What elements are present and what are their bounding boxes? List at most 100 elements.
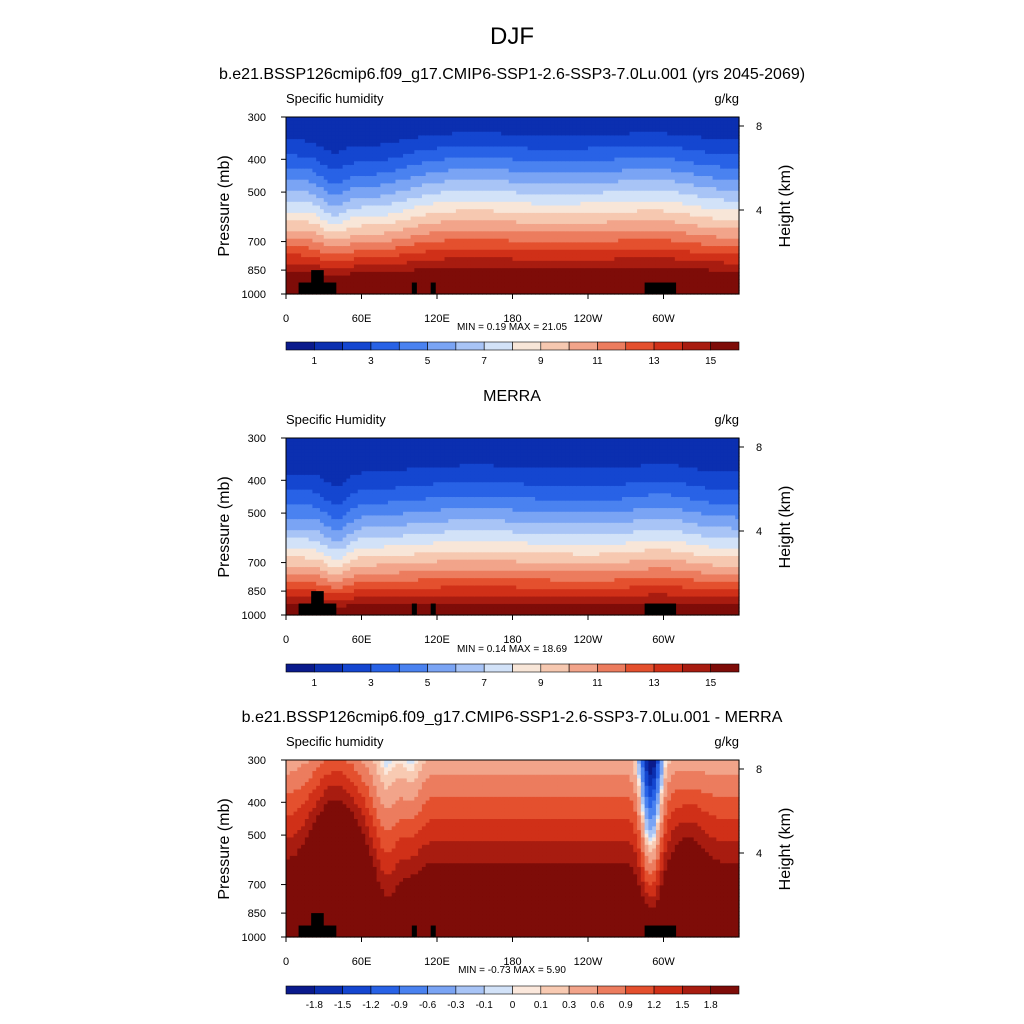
contour-cell	[561, 216, 566, 221]
contour-cell	[421, 187, 427, 192]
contour-cell	[421, 139, 427, 144]
contour-cell	[452, 150, 457, 155]
contour-cell	[671, 216, 676, 221]
contour-cell	[640, 179, 646, 184]
contour-cell	[414, 212, 419, 218]
contour-cell	[459, 220, 465, 225]
contour-cell	[520, 157, 525, 162]
contour-cell	[493, 190, 499, 196]
contour-cell	[535, 198, 540, 203]
contour-cell	[459, 268, 465, 273]
contour-cell	[565, 275, 570, 280]
contour-cell	[659, 264, 665, 269]
contour-cell	[599, 231, 604, 236]
contour-cell	[640, 194, 646, 199]
contour-cell	[520, 172, 525, 177]
contour-cell	[418, 183, 423, 188]
contour-cell	[335, 271, 340, 277]
contour-cell	[293, 190, 298, 196]
contour-cell	[429, 264, 434, 269]
contour-cell	[554, 249, 559, 255]
contour-cell	[365, 179, 370, 184]
contour-cell	[346, 146, 351, 151]
contour-cell	[644, 235, 650, 240]
contour-cell	[384, 264, 389, 269]
contour-cell	[618, 282, 623, 288]
contour-cell	[557, 279, 563, 284]
contour-cell	[588, 150, 593, 155]
contour-cell	[376, 187, 381, 192]
contour-cell	[414, 198, 419, 203]
contour-cell	[504, 246, 510, 251]
contour-cell	[376, 176, 381, 181]
contour-cell	[429, 124, 434, 129]
contour-cell	[542, 271, 548, 277]
contour-cell	[486, 242, 491, 247]
contour-cell	[516, 128, 521, 133]
contour-cell	[286, 120, 291, 125]
contour-cell	[599, 235, 604, 240]
contour-cell	[486, 146, 491, 151]
contour-cell	[323, 260, 329, 266]
contour-cell	[350, 150, 355, 155]
contour-cell	[599, 117, 604, 122]
contour-cell	[376, 231, 381, 236]
contour-cell	[565, 271, 570, 277]
contour-cell	[561, 223, 566, 229]
contour-cell	[297, 131, 302, 137]
contour-cell	[557, 142, 563, 148]
contour-cell	[387, 161, 393, 166]
contour-cell	[437, 268, 442, 273]
contour-cell	[357, 135, 363, 140]
contour-cell	[501, 253, 506, 258]
contour-cell	[569, 290, 574, 295]
contour-cell	[633, 275, 638, 280]
contour-cell	[470, 275, 476, 280]
contour-cell	[637, 201, 642, 207]
contour-cell	[459, 223, 465, 229]
contour-cell	[508, 212, 514, 218]
contour-cell	[580, 209, 585, 214]
contour-cell	[591, 268, 597, 273]
contour-cell	[625, 172, 631, 177]
contour-cell	[387, 216, 393, 221]
contour-cell	[629, 260, 634, 266]
contour-cell	[289, 290, 295, 295]
contour-cell	[459, 249, 465, 255]
contour-cell	[444, 128, 449, 133]
contour-cell	[531, 223, 536, 229]
contour-cell	[565, 190, 570, 196]
contour-cell	[361, 275, 366, 280]
contour-cell	[489, 176, 495, 181]
contour-cell	[455, 238, 461, 243]
contour-cell	[633, 279, 638, 284]
contour-cell	[301, 117, 306, 122]
contour-cell	[652, 275, 657, 280]
contour-cell	[418, 268, 423, 273]
contour-cell	[361, 279, 366, 284]
contour-cell	[535, 190, 540, 196]
contour-cell	[452, 120, 457, 125]
contour-cell	[350, 223, 355, 229]
contour-cell	[440, 212, 446, 218]
contour-cell	[338, 238, 344, 243]
contour-cell	[542, 235, 548, 240]
contour-cell	[467, 275, 472, 280]
contour-cell	[610, 146, 616, 151]
contour-cell	[652, 183, 657, 188]
contour-cell	[489, 179, 495, 184]
contour-cell	[625, 231, 631, 236]
contour-cell	[316, 227, 321, 232]
contour-cell	[403, 183, 408, 188]
contour-cell	[595, 135, 600, 140]
contour-cell	[308, 212, 314, 218]
contour-cell	[535, 146, 540, 151]
contour-cell	[463, 268, 468, 273]
contour-cell	[353, 198, 359, 203]
contour-cell	[640, 198, 646, 203]
contour-cell	[286, 257, 291, 262]
contour-cell	[327, 139, 332, 144]
contour-cell	[565, 242, 570, 247]
contour-cell	[319, 260, 325, 266]
contour-cell	[501, 286, 506, 291]
